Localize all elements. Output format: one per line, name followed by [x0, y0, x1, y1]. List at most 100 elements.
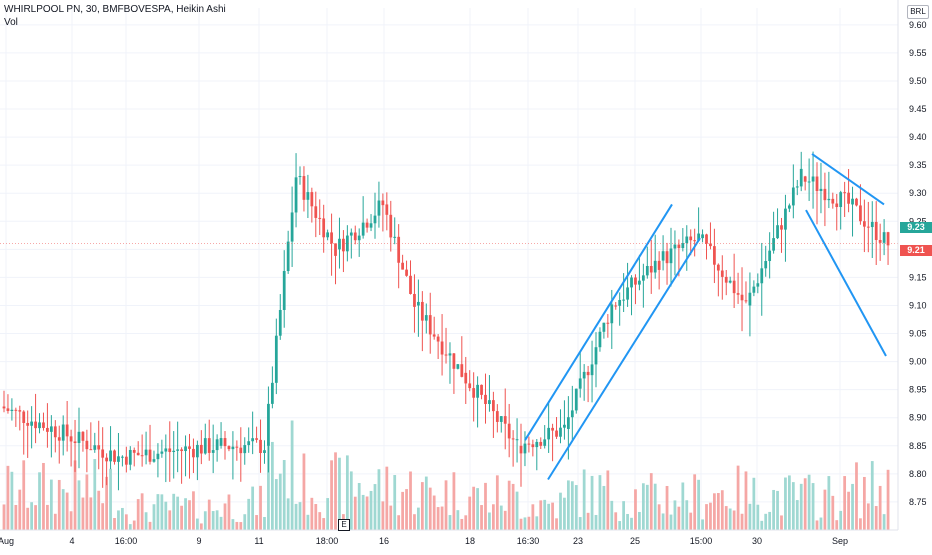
candle-body	[263, 450, 266, 453]
candle-body	[294, 177, 298, 213]
trendline-descending-upper	[811, 153, 885, 206]
candle-body	[851, 198, 854, 205]
price-axis[interactable]: 9.609.559.509.459.409.359.309.259.209.15…	[897, 0, 927, 530]
candle-body	[634, 277, 637, 285]
volume-bar	[713, 493, 716, 530]
volume-bar	[645, 484, 649, 530]
candle-body	[495, 411, 499, 422]
volume-bar	[436, 507, 440, 530]
candle-body	[117, 456, 120, 462]
candle-body	[693, 240, 697, 242]
time-axis[interactable]: Aug 4 16:00 9 11 18:00 16 18 16:30 23 25 15:00 30 Sep	[0, 529, 898, 546]
candle-body	[144, 449, 148, 456]
candle-body	[539, 441, 543, 446]
candle-body	[310, 192, 314, 207]
volume-bar	[555, 518, 558, 530]
candle-body	[124, 456, 128, 465]
volume-bar	[697, 479, 700, 530]
candle-body	[6, 408, 10, 411]
volume-bar	[65, 492, 69, 530]
volume-bar	[405, 489, 408, 530]
time-tick-label: 23	[573, 536, 583, 546]
candle-body	[239, 447, 243, 454]
volume-bar	[709, 502, 712, 530]
candle-body	[855, 198, 858, 206]
time-tick-label: Aug	[0, 536, 14, 546]
volume-bar	[464, 515, 468, 530]
volume-bar	[306, 514, 310, 530]
candle-body	[819, 188, 823, 192]
volume-bar	[93, 459, 97, 530]
volume-bar	[282, 460, 286, 530]
volume-bar	[393, 475, 397, 530]
candle-body	[38, 422, 41, 429]
volume-bar	[811, 483, 815, 530]
volume-bar	[247, 498, 251, 530]
candle-body	[49, 426, 53, 432]
candle-body	[361, 222, 365, 236]
candle-body	[555, 430, 558, 437]
candle-body	[278, 309, 282, 336]
earnings-event-marker[interactable]: E	[338, 519, 350, 531]
volume-indicator-label[interactable]: Vol	[4, 17, 18, 28]
price-tick-label: 9.60	[909, 20, 927, 30]
candle-body	[34, 421, 37, 429]
candle-body	[578, 378, 582, 389]
candle-body	[563, 424, 566, 428]
currency-badge[interactable]: BRL	[907, 5, 929, 19]
candle-body	[132, 449, 136, 453]
volume-bar	[132, 520, 136, 530]
candle-body	[799, 168, 803, 187]
candle-body	[795, 186, 799, 188]
candle-body	[815, 176, 819, 192]
volume-bar	[239, 522, 243, 530]
volume-bar	[263, 517, 266, 530]
volume-bar	[511, 483, 515, 530]
candle-body	[290, 212, 294, 242]
volume-bar	[318, 512, 322, 530]
candle-body	[606, 322, 610, 324]
candle-body	[128, 449, 132, 465]
candle-body	[626, 287, 629, 300]
volume-bar	[495, 475, 499, 530]
volume-bar	[799, 483, 803, 530]
candle-body	[417, 301, 420, 306]
candle-body	[211, 450, 215, 453]
candle-body	[460, 364, 464, 377]
candle-body	[30, 421, 34, 426]
volume-bar	[661, 513, 665, 530]
volume-bar	[2, 504, 6, 530]
volume-bar	[720, 490, 724, 530]
candle-body	[653, 260, 657, 273]
volume-bar	[231, 519, 235, 530]
candle-body	[282, 271, 286, 310]
candle-body	[713, 246, 716, 265]
candle-body	[697, 233, 700, 241]
candle-body	[701, 234, 704, 239]
price-tag-last: 9.21	[900, 244, 932, 256]
volume-bar	[803, 478, 807, 530]
volume-bar	[397, 515, 401, 530]
trendlines[interactable]	[524, 153, 887, 481]
volume-bar	[748, 503, 752, 530]
candle-body	[602, 322, 606, 332]
candle-body	[752, 286, 756, 293]
candle-body	[574, 388, 578, 411]
volume-bar	[523, 517, 527, 530]
volume-bar	[243, 514, 247, 530]
volume-bar	[456, 510, 460, 530]
volume-bar	[432, 495, 436, 530]
candle-body	[247, 441, 251, 446]
candle-body	[440, 341, 444, 355]
volume-bar	[188, 500, 191, 530]
candle-body	[231, 446, 235, 450]
candle-body	[570, 410, 574, 418]
volume-bar	[527, 516, 531, 530]
candle-body	[22, 411, 26, 423]
candle-body	[338, 238, 341, 250]
volume-bar	[590, 475, 594, 530]
candle-body	[551, 427, 554, 431]
candle-body	[168, 448, 172, 453]
